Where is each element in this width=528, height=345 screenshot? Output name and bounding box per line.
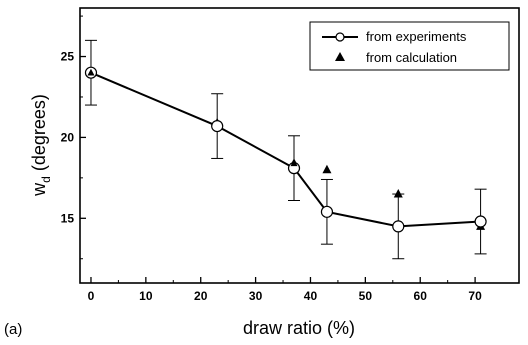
x-tick-label-0: 0 xyxy=(88,289,95,303)
exp-point xyxy=(392,220,405,233)
x-tick-label-30: 30 xyxy=(249,289,263,303)
legend-label-experiments: from experiments xyxy=(366,29,467,44)
exp-point xyxy=(211,119,224,133)
calc-point-overlay xyxy=(87,68,95,76)
x-axis-title: draw ratio (%) xyxy=(243,318,355,338)
y-tick-label-15: 15 xyxy=(61,211,75,225)
x-tick-label-20: 20 xyxy=(194,289,208,303)
legend-label-calculation: from calculation xyxy=(366,50,457,65)
x-tick-label-60: 60 xyxy=(414,289,428,303)
calc-point-overlay xyxy=(290,159,298,167)
calc-point xyxy=(322,164,332,174)
exp-point xyxy=(320,205,334,218)
y-axis-title-subscript: d xyxy=(39,176,53,183)
calc-point xyxy=(393,189,403,198)
y-tick-label-20: 20 xyxy=(61,130,75,144)
y-axis-title-base: w xyxy=(29,182,49,197)
panel-label: (a) xyxy=(4,321,22,338)
x-tick-label-50: 50 xyxy=(359,289,373,303)
plot-frame xyxy=(79,7,520,284)
legend-marker-calculation xyxy=(335,52,345,61)
x-tick-label-40: 40 xyxy=(304,289,318,303)
legend-box xyxy=(309,21,510,71)
y-axis-title-rest: (degrees) xyxy=(29,94,49,176)
series-layer xyxy=(84,39,487,260)
exp-point xyxy=(474,215,487,228)
legend-marker-experiments xyxy=(335,32,345,42)
y-axis-title: wd (degrees) xyxy=(29,94,53,197)
y-tick-label-25: 25 xyxy=(61,50,75,64)
series-line-experiments xyxy=(90,71,481,228)
x-tick-label-10: 10 xyxy=(139,289,153,303)
legend: from experiments from calculation xyxy=(309,21,510,71)
x-tick-label-70: 70 xyxy=(468,289,482,303)
